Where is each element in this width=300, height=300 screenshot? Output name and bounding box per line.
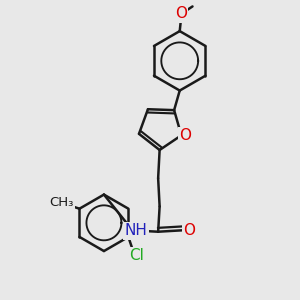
Text: O: O: [183, 223, 195, 238]
Text: NH: NH: [124, 223, 147, 238]
Text: Cl: Cl: [129, 248, 144, 263]
Text: CH₃: CH₃: [50, 196, 74, 209]
Text: O: O: [175, 6, 187, 21]
Text: O: O: [179, 128, 191, 143]
